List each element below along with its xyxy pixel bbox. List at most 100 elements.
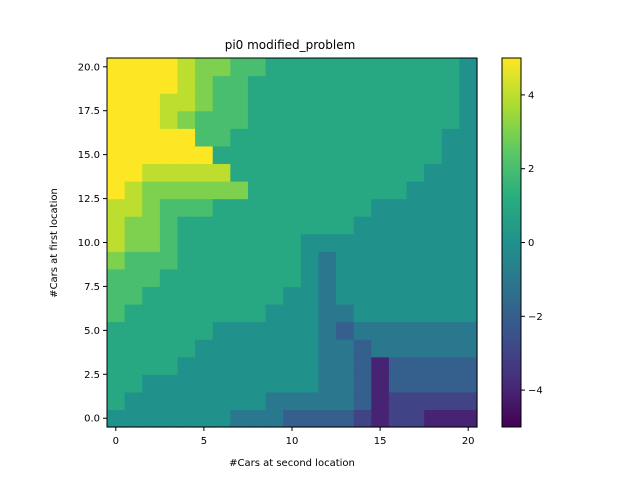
heatmap-cell: [230, 286, 249, 305]
heatmap-cell: [177, 216, 196, 235]
heatmap-cell: [212, 58, 231, 77]
heatmap-cell: [459, 58, 478, 77]
heatmap-cell: [230, 163, 249, 182]
heatmap-cell: [212, 339, 231, 358]
heatmap-cell: [300, 110, 320, 129]
heatmap-cell: [177, 374, 196, 393]
heatmap-cell: [300, 251, 320, 270]
heatmap-cell: [265, 128, 284, 147]
heatmap-cell: [371, 321, 390, 340]
heatmap-cell: [265, 198, 284, 217]
heatmap-cell: [107, 181, 126, 200]
heatmap-cell: [142, 304, 161, 323]
heatmap-cell: [388, 233, 408, 252]
heatmap-cell: [124, 198, 143, 217]
heatmap-cell: [142, 198, 161, 217]
heatmap-cell: [107, 339, 126, 358]
heatmap-cell: [142, 286, 161, 305]
heatmap-cell: [283, 304, 302, 323]
heatmap-cell: [283, 181, 302, 200]
heatmap-cell: [230, 198, 249, 217]
heatmap-cell: [336, 181, 355, 200]
heatmap-cell: [177, 75, 196, 94]
heatmap-cell: [124, 145, 143, 165]
y-tick-label: 10.0: [78, 238, 100, 249]
heatmap-cell: [124, 339, 143, 358]
heatmap-cell: [336, 286, 355, 305]
colorbar-tick-label: 0: [528, 238, 534, 249]
heatmap-cell: [441, 110, 460, 129]
heatmap-cell: [159, 233, 179, 252]
heatmap-cell: [195, 391, 214, 411]
heatmap-cell: [107, 216, 126, 235]
x-tick-label: 5: [201, 436, 207, 447]
heatmap-cell: [159, 198, 179, 217]
heatmap-cell: [441, 339, 460, 358]
heatmap-cell: [300, 58, 320, 77]
heatmap-cell: [265, 75, 284, 94]
heatmap-cell: [318, 128, 337, 147]
heatmap-cell: [336, 268, 355, 288]
heatmap-cell: [336, 374, 355, 393]
heatmap-cell: [459, 145, 478, 165]
heatmap-cell: [230, 251, 249, 270]
heatmap-cell: [388, 145, 408, 165]
heatmap-cell: [283, 128, 302, 147]
heatmap-cell: [353, 75, 372, 94]
heatmap-cell: [424, 321, 443, 340]
heatmap-cell: [371, 198, 390, 217]
heatmap-cell: [212, 409, 231, 428]
heatmap-cell: [124, 75, 143, 94]
heatmap-cell: [441, 356, 460, 375]
heatmap-cell: [336, 356, 355, 375]
heatmap-cell: [371, 58, 390, 77]
heatmap-cell: [230, 110, 249, 129]
heatmap-cell: [336, 409, 355, 428]
heatmap-cell: [459, 409, 478, 428]
heatmap-cell: [142, 391, 161, 411]
heatmap-cell: [124, 268, 143, 288]
heatmap-cell: [159, 128, 179, 147]
heatmap-cell: [424, 198, 443, 217]
heatmap-cell: [159, 409, 179, 428]
heatmap-cell: [159, 356, 179, 375]
heatmap-cell: [318, 374, 337, 393]
heatmap-cell: [265, 181, 284, 200]
heatmap-cell: [441, 58, 460, 77]
heatmap-cell: [406, 356, 425, 375]
heatmap-cell: [107, 268, 126, 288]
heatmap-cell: [107, 198, 126, 217]
heatmap-cell: [195, 374, 214, 393]
colorbar-tick-label: 4: [528, 90, 534, 101]
heatmap-cell: [388, 268, 408, 288]
heatmap-cell: [459, 128, 478, 147]
heatmap-cell: [124, 391, 143, 411]
heatmap-cell: [406, 216, 425, 235]
heatmap-cell: [459, 391, 478, 411]
heatmap-cell: [441, 163, 460, 182]
heatmap-cell: [124, 216, 143, 235]
heatmap-cell: [441, 198, 460, 217]
heatmap-cell: [142, 163, 161, 182]
heatmap-cell: [107, 304, 126, 323]
heatmap-cell: [230, 321, 249, 340]
heatmap-cell: [230, 374, 249, 393]
heatmap-cell: [406, 286, 425, 305]
heatmap-cell: [371, 286, 390, 305]
x-tick-label: 15: [374, 436, 387, 447]
heatmap-cell: [424, 391, 443, 411]
x-axis-label: #Cars at second location: [229, 458, 355, 469]
heatmap-cell: [283, 339, 302, 358]
heatmap-cell: [212, 145, 231, 165]
heatmap-cell: [353, 128, 372, 147]
heatmap-cell: [265, 110, 284, 129]
heatmap-cell: [353, 304, 372, 323]
heatmap-cell: [388, 286, 408, 305]
heatmap-cell: [124, 321, 143, 340]
heatmap-cell: [300, 93, 320, 112]
heatmap-cell: [230, 304, 249, 323]
heatmap-cell: [195, 75, 214, 94]
heatmap-cell: [247, 58, 267, 77]
heatmap-cell: [459, 110, 478, 129]
heatmap-cell: [159, 58, 179, 77]
